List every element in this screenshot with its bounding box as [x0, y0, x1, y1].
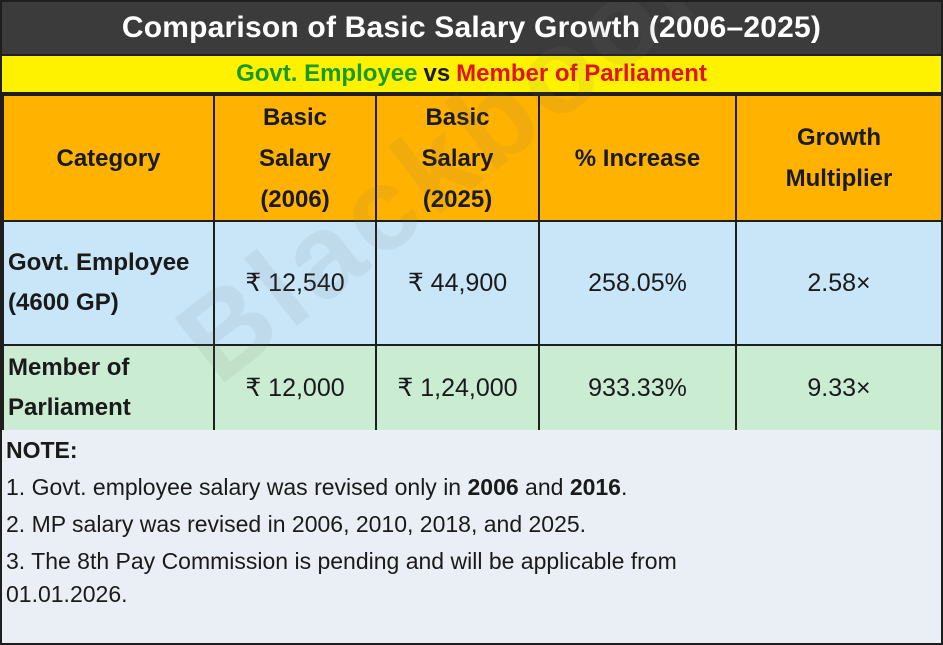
cell-salary-2025: ₹ 1,24,000: [375, 344, 540, 432]
header-growth-multiplier: Growth Multiplier: [735, 94, 941, 222]
row-category-govt-employee: Govt. Employee (4600 GP): [2, 220, 215, 346]
table-header-row: Category Basic Salary (2006) Basic Salar…: [2, 94, 941, 222]
note-item-1: 1. Govt. employee salary was revised onl…: [6, 474, 628, 500]
subtitle-member-of-parliament: Member of Parliament: [456, 60, 707, 87]
subtitle-bar: Govt. Employee vs Member of Parliament: [2, 54, 941, 94]
header-percent-increase: % Increase: [538, 94, 737, 222]
subtitle-vs: vs: [423, 60, 451, 87]
cell-salary-2006: ₹ 12,540: [213, 220, 377, 346]
note-section: NOTE: 1. Govt. employee salary was revis…: [2, 430, 941, 643]
subtitle-govt-employee: Govt. Employee: [236, 60, 418, 87]
header-category: Category: [2, 94, 215, 222]
page-title: Comparison of Basic Salary Growth (2006–…: [2, 2, 941, 54]
cell-salary-2006: ₹ 12,000: [213, 344, 377, 432]
note-title: NOTE:: [6, 437, 78, 463]
cell-percent-increase: 933.33%: [538, 344, 737, 432]
note-item-2: 2. MP salary was revised in 2006, 2010, …: [6, 511, 587, 537]
cell-growth-multiplier: 2.58×: [735, 220, 941, 346]
note-item-3: 3. The 8th Pay Commission is pending and…: [6, 548, 677, 607]
cell-salary-2025: ₹ 44,900: [375, 220, 540, 346]
row-category-member-of-parliament: Member of Parliament: [2, 344, 215, 432]
cell-percent-increase: 258.05%: [538, 220, 737, 346]
table-row: Member of Parliament ₹ 12,000 ₹ 1,24,000…: [2, 344, 941, 432]
table-row: Govt. Employee (4600 GP) ₹ 12,540 ₹ 44,9…: [2, 220, 941, 346]
header-basic-salary-2025: Basic Salary (2025): [375, 94, 540, 222]
cell-growth-multiplier: 9.33×: [735, 344, 941, 432]
salary-table: Category Basic Salary (2006) Basic Salar…: [2, 94, 941, 432]
header-basic-salary-2006: Basic Salary (2006): [213, 94, 377, 222]
